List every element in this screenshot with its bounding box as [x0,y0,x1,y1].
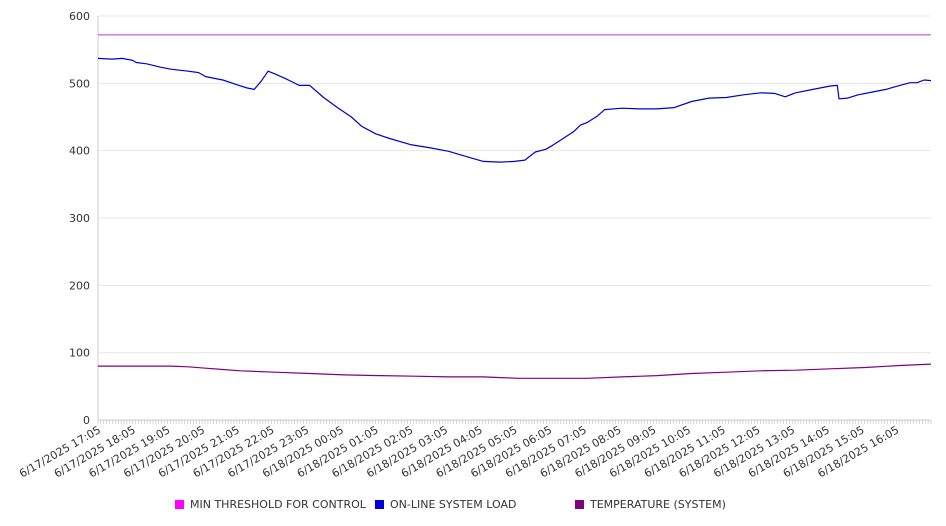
grid-lines [98,15,931,421]
legend-swatch [575,500,584,509]
legend-item-temperature[interactable]: TEMPERATURE (SYSTEM) [575,498,726,511]
y-tick-label: 600 [69,10,90,23]
legend-label: MIN THRESHOLD FOR CONTROL [190,498,366,511]
y-tick-label: 300 [69,212,90,225]
y-tick-label: 200 [69,279,90,292]
legend-swatch [175,500,184,509]
legend-swatch [375,500,384,509]
legend-item-threshold[interactable]: MIN THRESHOLD FOR CONTROL [175,498,366,511]
y-tick-label: 100 [69,347,90,360]
series-layer [97,34,932,379]
y-tick-label: 0 [83,414,90,427]
legend-label: TEMPERATURE (SYSTEM) [590,498,726,511]
x-axis: 6/17/2025 17:056/17/2025 18:056/17/2025 … [17,419,932,480]
y-tick-label: 400 [69,145,90,158]
y-tick-label: 500 [69,77,90,90]
series-line [98,363,932,379]
y-axis: 0 100 200 300 400 500 600 [69,10,99,427]
legend: MIN THRESHOLD FOR CONTROL ON-LINE SYSTEM… [0,498,946,516]
legend-item-load[interactable]: ON-LINE SYSTEM LOAD [375,498,516,511]
series-line [97,57,932,163]
legend-label: ON-LINE SYSTEM LOAD [390,498,517,511]
